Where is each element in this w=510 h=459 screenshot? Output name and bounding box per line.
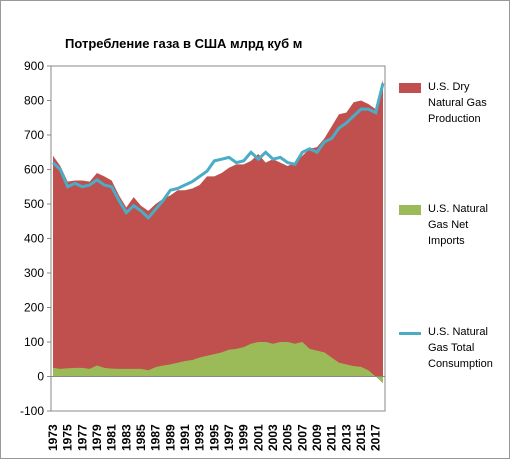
legend-label: U.S. Natural Gas Total Consumption bbox=[428, 326, 493, 370]
legend-label: U.S. Dry Natural Gas Production bbox=[428, 81, 487, 125]
x-tick-label: 1993 bbox=[193, 424, 207, 451]
x-tick-label: 1981 bbox=[105, 424, 119, 451]
legend-swatch bbox=[399, 205, 421, 215]
legend-swatch bbox=[399, 83, 421, 93]
x-tick-label: 2017 bbox=[369, 424, 383, 451]
y-tick-label: -100 bbox=[20, 404, 44, 418]
x-tick-label: 1979 bbox=[90, 424, 104, 451]
legend-label: U.S. Natural Gas Net Imports bbox=[428, 203, 488, 247]
chart-title: Потребление газа в США млрд куб м bbox=[65, 36, 302, 51]
x-tick-label: 1989 bbox=[163, 424, 177, 451]
y-tick-label: 500 bbox=[24, 197, 44, 211]
x-tick-label: 1975 bbox=[61, 424, 75, 451]
x-tick-label: 2001 bbox=[251, 424, 265, 451]
y-tick-label: 200 bbox=[24, 301, 44, 315]
legend-swatch bbox=[399, 332, 421, 335]
x-tick-label: 1999 bbox=[237, 424, 251, 451]
x-tick-label: 1983 bbox=[119, 424, 133, 451]
x-tick-label: 1995 bbox=[207, 424, 221, 451]
x-tick-label: 2011 bbox=[325, 425, 339, 451]
y-tick-label: 600 bbox=[24, 163, 44, 177]
y-tick-label: 0 bbox=[37, 370, 44, 384]
area bbox=[53, 79, 383, 377]
x-tick-label: 1977 bbox=[75, 424, 89, 451]
y-tick-label: 900 bbox=[24, 59, 44, 73]
x-tick-label: 2015 bbox=[354, 424, 368, 451]
x-tick-label: 2007 bbox=[295, 424, 309, 451]
x-tick-label: 1987 bbox=[149, 424, 163, 451]
x-tick-label: 2009 bbox=[310, 424, 324, 451]
x-tick-label: 2005 bbox=[281, 424, 295, 451]
x-tick-label: 2013 bbox=[339, 424, 353, 451]
y-tick-label: 300 bbox=[24, 266, 44, 280]
y-tick-label: 800 bbox=[24, 94, 44, 108]
line bbox=[51, 82, 385, 220]
y-tick-label: 700 bbox=[24, 128, 44, 142]
y-tick-label: 100 bbox=[24, 335, 44, 349]
x-tick-label: 1985 bbox=[134, 424, 148, 451]
y-tick-label: 400 bbox=[24, 232, 44, 246]
x-tick-label: 1973 bbox=[46, 424, 60, 451]
area bbox=[53, 342, 383, 384]
x-tick-label: 1997 bbox=[222, 424, 236, 451]
x-tick-label: 1991 bbox=[178, 424, 192, 451]
x-tick-label: 2003 bbox=[266, 424, 280, 451]
